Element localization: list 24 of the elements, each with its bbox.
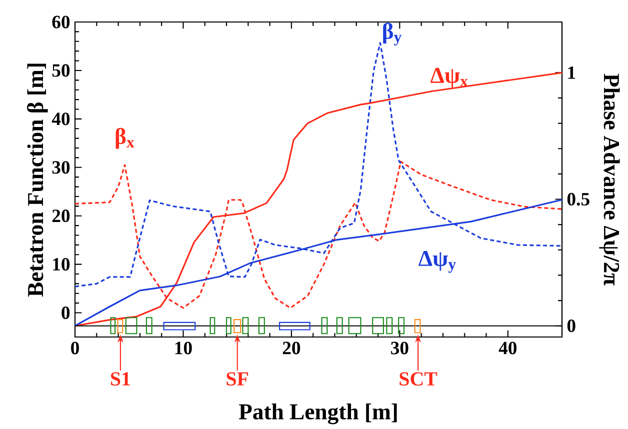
y2-tick-label: 1 <box>568 66 576 79</box>
y2-tick-label: 0.5 <box>567 193 590 206</box>
y-tick-label: 20 <box>52 210 70 222</box>
y-axis-title: Betatron Function β [m] <box>27 64 48 297</box>
text: SCT <box>400 372 438 386</box>
series-label: Δψ$_{y}$ <box>418 251 456 273</box>
series-label: β$_{y}$ <box>383 22 402 46</box>
y-tick-label: 50 <box>52 64 70 77</box>
x-axis-title: Path Length [m] <box>238 404 397 424</box>
x-tick-label: 0 <box>71 342 79 354</box>
y-tick-label: 40 <box>52 112 70 126</box>
y-tick-label: 10 <box>53 258 70 271</box>
y-tick-label: 30 <box>52 161 70 174</box>
y2-axis-title: Phase Advance Δψ/2π <box>599 74 620 286</box>
x-tick-label: 10 <box>175 342 192 354</box>
text: SF <box>226 372 248 386</box>
y-tick-label: 0 <box>62 306 70 320</box>
series-label: β$_{x}$ <box>116 128 134 149</box>
x-tick-label: 20 <box>282 342 300 354</box>
x-tick-label: 40 <box>498 342 517 354</box>
text: S1 <box>110 372 130 386</box>
y2-tick-label: 0 <box>567 320 576 332</box>
y-tick-label: 60 <box>52 16 70 28</box>
x-tick-label: 30 <box>391 342 408 354</box>
